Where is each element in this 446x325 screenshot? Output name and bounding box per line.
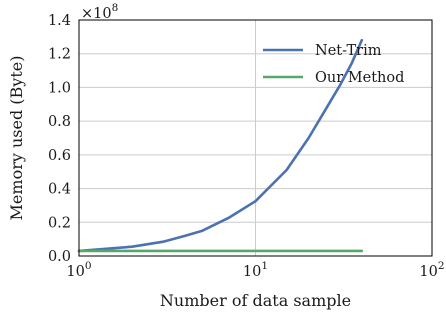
x-tick-label: 100 xyxy=(66,260,91,280)
y-tick-label: 0.6 xyxy=(48,148,71,164)
y-tick-label: 1.4 xyxy=(48,13,71,29)
axis-ticks: 100 101 102 0.0 0.2 0.4 0.6 0.8 1.0 1.2 1.4 xyxy=(48,13,445,280)
y-tick-label: 0.8 xyxy=(48,114,71,130)
legend: Net-Trim Our Method xyxy=(263,43,404,86)
y-axis-label: Memory used (Byte) xyxy=(7,56,26,221)
y-tick-label: 0.0 xyxy=(48,249,71,265)
y-tick-label: 1.2 xyxy=(48,47,71,63)
x-tick-label: 101 xyxy=(243,260,268,280)
legend-label: Net-Trim xyxy=(315,43,382,59)
series-line-net-trim xyxy=(77,38,364,253)
legend-label: Our Method xyxy=(315,70,404,86)
y-tick-label: 0.2 xyxy=(48,215,71,231)
y-multiplier-label: ×108 xyxy=(81,2,118,22)
plot-frame xyxy=(78,19,433,257)
x-axis-label: Number of data sample xyxy=(160,291,351,310)
y-tick-label: 1.0 xyxy=(48,80,71,96)
y-tick-label: 0.4 xyxy=(48,182,71,198)
x-tick-label: 102 xyxy=(419,260,444,280)
series-lines xyxy=(77,38,364,253)
